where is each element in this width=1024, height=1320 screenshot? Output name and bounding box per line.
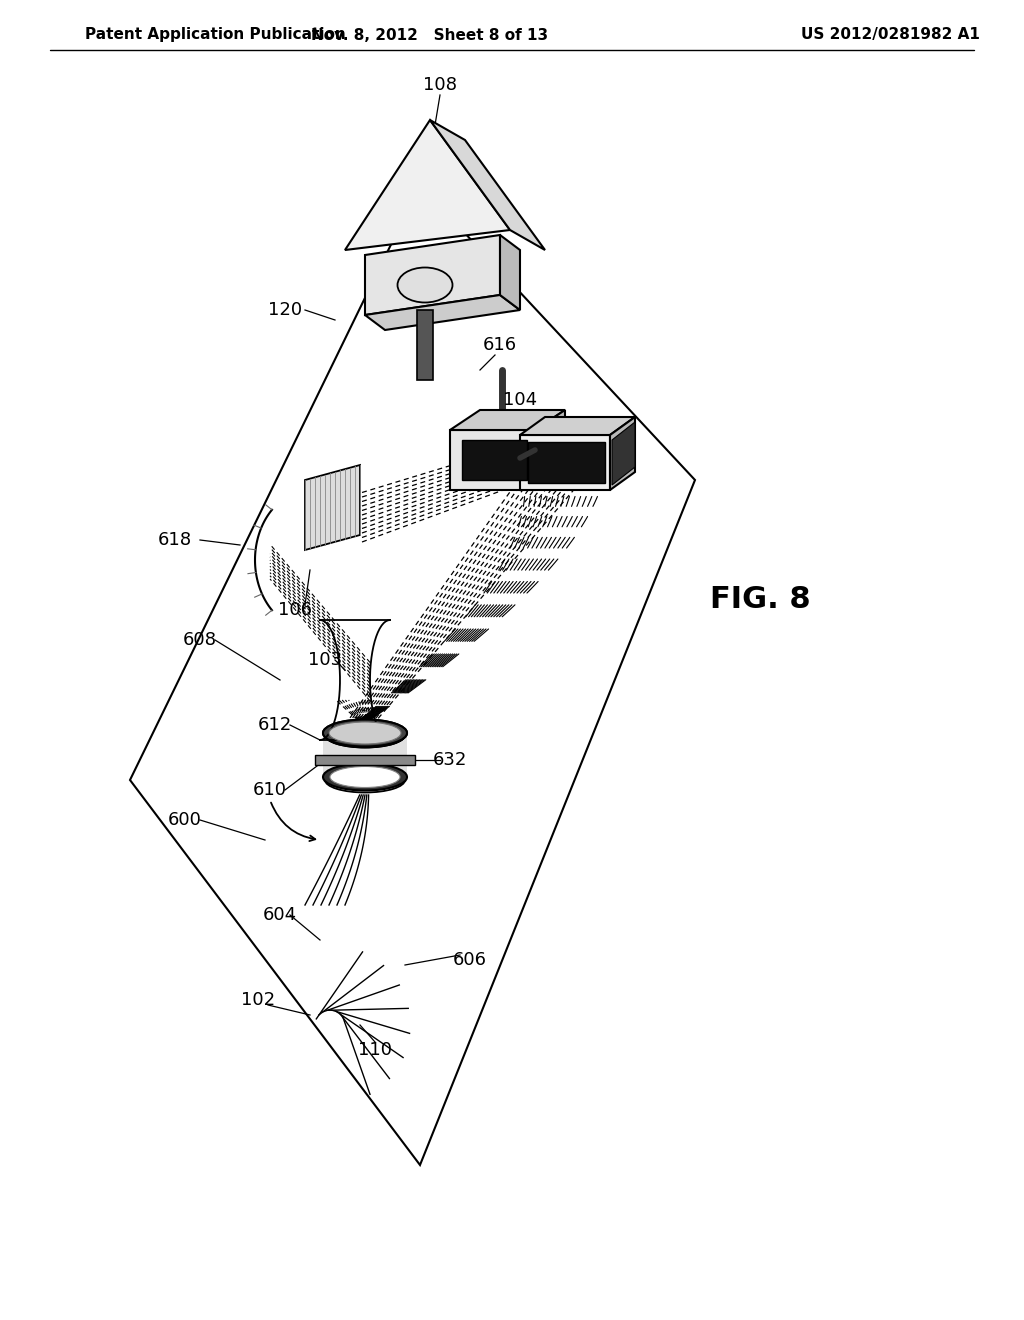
Text: 120: 120 <box>268 301 302 319</box>
Polygon shape <box>430 120 545 249</box>
Text: 612: 612 <box>258 715 292 734</box>
Polygon shape <box>305 465 360 550</box>
Text: 608: 608 <box>183 631 217 649</box>
Polygon shape <box>365 235 500 315</box>
Polygon shape <box>323 733 407 777</box>
Ellipse shape <box>323 719 407 747</box>
Polygon shape <box>450 411 565 430</box>
Ellipse shape <box>330 722 400 743</box>
Polygon shape <box>315 755 415 766</box>
Polygon shape <box>535 411 565 490</box>
Text: 606: 606 <box>453 950 487 969</box>
Ellipse shape <box>329 722 401 744</box>
Text: 106: 106 <box>278 601 312 619</box>
Polygon shape <box>500 235 520 310</box>
Text: FIG. 8: FIG. 8 <box>710 586 810 615</box>
Text: 110: 110 <box>358 1041 392 1059</box>
Polygon shape <box>450 430 535 490</box>
Text: US 2012/0281982 A1: US 2012/0281982 A1 <box>801 28 979 42</box>
Text: 104: 104 <box>503 391 537 409</box>
Text: 618: 618 <box>158 531 193 549</box>
Polygon shape <box>520 436 610 490</box>
Polygon shape <box>612 422 635 484</box>
Polygon shape <box>520 417 635 436</box>
Ellipse shape <box>325 722 406 747</box>
Text: 103: 103 <box>308 651 342 669</box>
Text: 614: 614 <box>603 441 637 459</box>
Ellipse shape <box>397 268 453 302</box>
Polygon shape <box>528 442 605 483</box>
Polygon shape <box>462 440 527 480</box>
Text: Patent Application Publication: Patent Application Publication <box>85 28 346 42</box>
Polygon shape <box>610 417 635 490</box>
Text: 600: 600 <box>168 810 202 829</box>
Text: 604: 604 <box>263 906 297 924</box>
Text: 102: 102 <box>241 991 275 1008</box>
Text: 610: 610 <box>253 781 287 799</box>
Ellipse shape <box>330 767 400 788</box>
Ellipse shape <box>323 719 407 747</box>
Text: 616: 616 <box>483 337 517 354</box>
Text: 632: 632 <box>433 751 467 770</box>
Text: 108: 108 <box>423 77 457 94</box>
Text: Nov. 8, 2012   Sheet 8 of 13: Nov. 8, 2012 Sheet 8 of 13 <box>311 28 549 42</box>
Ellipse shape <box>323 763 407 791</box>
Polygon shape <box>365 294 520 330</box>
Polygon shape <box>345 120 510 249</box>
FancyBboxPatch shape <box>417 310 433 380</box>
